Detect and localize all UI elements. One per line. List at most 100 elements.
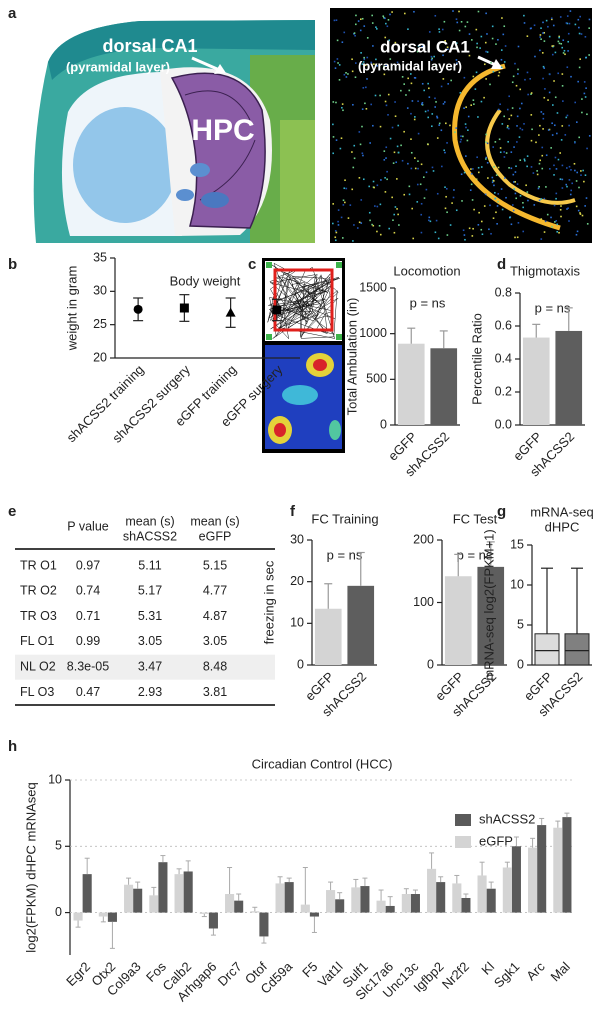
cell-dot [498,138,501,141]
cell-dot [332,136,335,138]
cell-dot [505,196,507,199]
cell-dot [536,170,538,172]
cell-dot [389,13,391,16]
cell-dot [375,28,378,30]
cell-dot [584,36,587,38]
cell-dot [387,19,390,21]
cell-dot [503,61,506,63]
cell-dot [554,156,557,159]
annotation: p = ns [535,300,571,315]
table-cell: 3.81 [203,685,227,699]
cell-dot [473,208,475,211]
cell-dot [565,22,568,24]
cell-dot [410,167,413,170]
cell-dot [397,213,399,216]
bar [511,846,521,913]
cell-dot [477,116,479,118]
table-cell: 4.77 [203,584,227,598]
cell-dot [536,173,539,176]
cell-dot [385,104,388,107]
fluorescence-image [330,8,592,243]
bar [553,827,563,913]
cell-dot [546,213,549,216]
cell-dot [526,71,529,74]
cell-dot [483,205,486,207]
cell-dot [513,188,516,190]
cell-dot [507,140,509,143]
cell-dot [484,193,487,196]
cell-dot [566,185,568,188]
cell-dot [568,220,570,222]
cell-dot [500,58,503,61]
y-tick-label: 0.8 [495,285,512,299]
cell-dot [365,86,367,89]
cell-dot [420,202,423,205]
cell-dot [332,152,335,155]
cell-dot [487,177,489,179]
cell-dot [366,78,368,80]
corner [336,334,342,340]
cell-dot [577,18,580,21]
table-cell: NL O2 [20,659,56,673]
cell-dot [382,15,385,17]
cell-dot [416,50,419,53]
cell-dot [333,19,336,22]
bar [351,887,361,913]
cell-dot [547,129,550,131]
cell-dot [472,227,474,230]
cell-dot [512,181,515,183]
cell-dot [485,50,487,53]
cell-dot [486,51,489,53]
cell-dot [500,49,503,51]
bar [309,912,319,917]
cell-dot [431,166,434,169]
cell-dot [505,152,508,154]
cell-dot [455,59,458,61]
y-tick-label: 1500 [359,280,387,294]
bar [528,847,538,913]
cell-dot [501,123,504,125]
cell-dot [500,66,503,69]
y-axis-label: weight in gram [64,266,79,352]
cell-dot [542,117,545,120]
cell-dot [464,48,467,50]
cell-dot [493,184,495,187]
cell-dot [372,45,374,47]
cell-dot [403,12,406,15]
cell-dot [366,56,369,59]
cell-dot [491,176,494,179]
box [534,633,560,666]
cell-dot [385,65,388,67]
cell-dot [337,220,339,223]
cell-dot [396,178,398,180]
cell-dot [530,93,532,95]
cell-dot [376,184,379,187]
cell-dot [449,224,452,226]
cell-dot [408,185,411,188]
cell-dot [561,46,564,49]
annotation: p = ns [457,547,493,562]
cell-dot [374,94,377,97]
x-tick-label: Egr2 [63,959,93,989]
cell-dot [553,164,555,167]
bar [430,348,458,425]
cell-dot [541,154,544,157]
cell-dot [538,185,540,188]
cell-dot [352,240,354,242]
cell-dot [438,28,440,30]
cell-dot [522,206,524,209]
cell-dot [501,17,503,19]
cell-dot [485,133,487,136]
table-cell: 0.74 [76,584,100,598]
cell-dot [411,100,414,102]
cell-dot [588,135,591,137]
cell-dot [384,36,387,39]
cell-dot [355,23,357,26]
cell-dot [375,58,377,61]
cell-dot [559,178,562,180]
cell-dot [519,127,522,130]
cell-dot [373,186,375,189]
cell-dot [519,195,522,197]
bar [537,825,547,913]
cell-dot [588,18,591,21]
